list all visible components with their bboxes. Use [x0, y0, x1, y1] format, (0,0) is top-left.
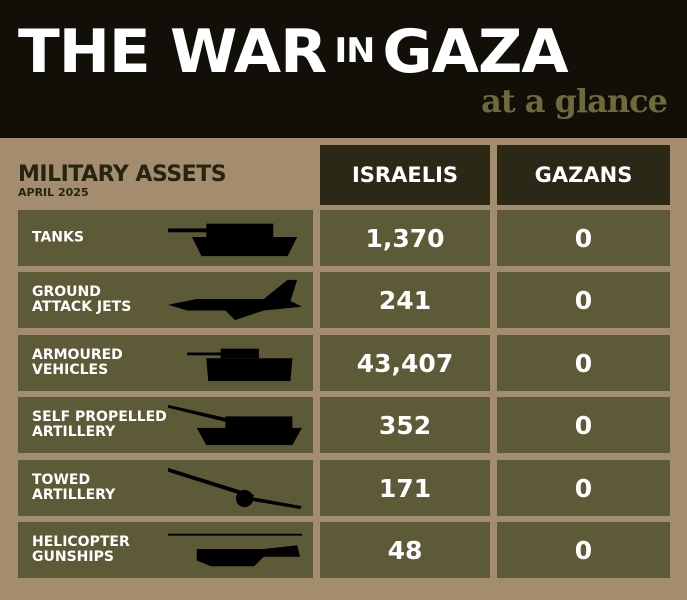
israelis-cell: 43,407: [320, 335, 490, 391]
asset-cell: GROUND ATTACK JETS: [18, 272, 313, 328]
title-part: GAZA: [382, 17, 568, 87]
asset-label: HELICOPTER GUNSHIPS: [32, 534, 130, 565]
table-row: ARMOURED VEHICLES 43,407 0: [0, 335, 687, 391]
israelis-cell: 48: [320, 522, 490, 578]
table-row: HELICOPTER GUNSHIPS 48 0: [0, 522, 687, 578]
asset-cell: SELF PROPELLED ARTILLERY: [18, 397, 313, 453]
gazans-value: 0: [574, 535, 593, 565]
table-row: SELF PROPELLED ARTILLERY 352 0: [0, 397, 687, 453]
asset-cell: TOWED ARTILLERY: [18, 460, 313, 516]
israelis-cell: 241: [320, 272, 490, 328]
armoured-vehicle-icon: [187, 348, 293, 382]
gazans-value: 0: [574, 473, 593, 503]
israelis-value: 48: [387, 535, 423, 565]
title-part: IN: [334, 31, 375, 71]
israelis-cell: 171: [320, 460, 490, 516]
title-bar: THE WAR IN GAZA at a glance: [0, 0, 687, 138]
table-row: TOWED ARTILLERY 171 0: [0, 460, 687, 516]
asset-label: TOWED ARTILLERY: [32, 472, 116, 503]
asset-label: ARMOURED VEHICLES: [32, 347, 123, 378]
page-title: THE WAR IN GAZA: [18, 22, 569, 82]
gazans-value: 0: [574, 285, 593, 315]
towed-artillery-icon: [168, 467, 302, 510]
subtitle: at a glance: [481, 82, 668, 120]
gazans-cell: 0: [497, 460, 670, 516]
asset-label: SELF PROPELLED ARTILLERY: [32, 409, 167, 440]
gazans-value: 0: [574, 410, 593, 440]
title-part: THE WAR: [18, 17, 327, 87]
self-propelled-artillery-icon: [168, 404, 302, 446]
gazans-cell: 0: [497, 522, 670, 578]
tank-icon: [168, 223, 298, 257]
asset-label: GROUND ATTACK JETS: [32, 284, 132, 315]
asset-cell: HELICOPTER GUNSHIPS: [18, 522, 313, 578]
gazans-cell: 0: [497, 272, 670, 328]
israelis-value: 171: [378, 473, 432, 503]
israelis-cell: 1,370: [320, 210, 490, 266]
asset-label: TANKS: [32, 229, 84, 246]
gazans-value: 0: [574, 348, 593, 378]
table-heading: MILITARY ASSETS: [18, 162, 227, 187]
table-date: APRIL 2025: [18, 186, 89, 199]
gazans-cell: 0: [497, 210, 670, 266]
gazans-cell: 0: [497, 335, 670, 391]
table-row: TANKS 1,370 0: [0, 210, 687, 266]
column-header-gazans: GAZANS: [497, 145, 670, 205]
israelis-value: 1,370: [365, 223, 445, 253]
israelis-cell: 352: [320, 397, 490, 453]
table-row: GROUND ATTACK JETS 241 0: [0, 272, 687, 328]
asset-cell: TANKS: [18, 210, 313, 266]
column-header-israelis: ISRAELIS: [320, 145, 490, 205]
israelis-value: 352: [378, 410, 432, 440]
israelis-value: 241: [378, 285, 432, 315]
helicopter-icon: [168, 533, 302, 567]
gazans-cell: 0: [497, 397, 670, 453]
asset-cell: ARMOURED VEHICLES: [18, 335, 313, 391]
gazans-value: 0: [574, 223, 593, 253]
jet-icon: [168, 279, 302, 321]
israelis-value: 43,407: [356, 348, 454, 378]
